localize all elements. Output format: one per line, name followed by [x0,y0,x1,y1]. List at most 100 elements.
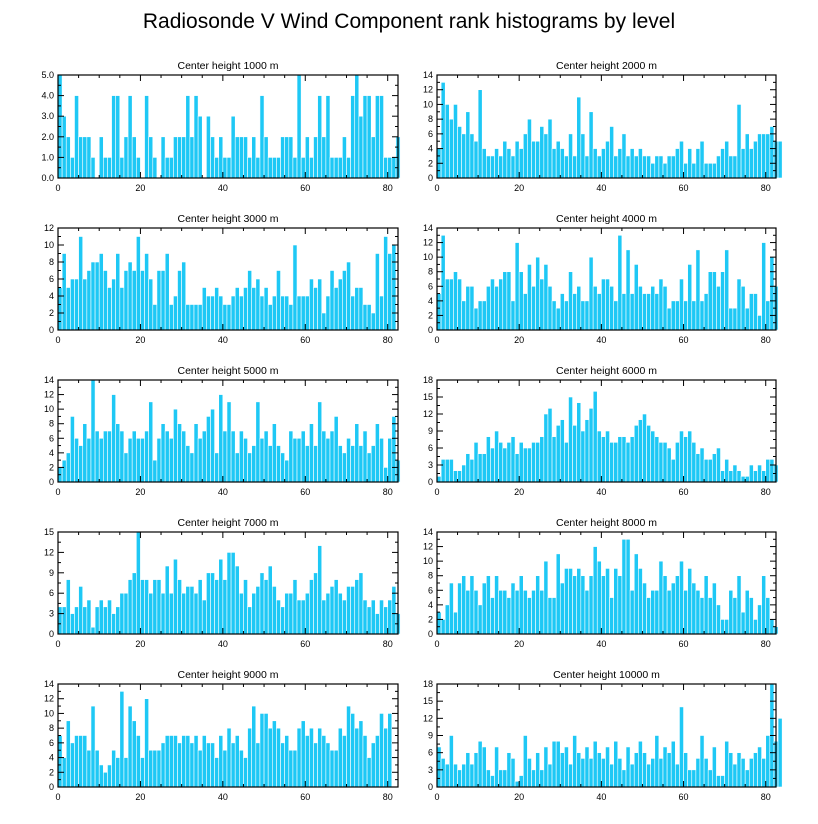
bar [473,589,479,635]
bar [181,592,187,635]
bar [490,278,495,331]
bar [375,253,380,331]
bar [457,278,462,331]
bar [687,430,693,483]
bar [317,401,323,483]
bar [494,285,499,331]
panel-title: Center height 9000 m [178,669,279,681]
bar [317,545,323,635]
bar [744,589,750,635]
bar [707,769,713,788]
bar [502,140,508,179]
bar [354,74,360,179]
bar [131,136,137,179]
bar [716,155,721,179]
bar [728,752,734,788]
bar [617,758,623,788]
bar [440,459,446,483]
x-tick-label: 80 [383,183,393,193]
panel-7: Center height 7000 m 0 3 6 9 12 15 0 20 40 60 80 [44,517,401,649]
bar [362,430,368,483]
bar [383,467,388,483]
bar [547,408,553,483]
y-tick-label: 2 [49,308,54,318]
bar [342,599,347,635]
y-tick-label: 0 [428,629,433,639]
bar [564,746,569,788]
bar [547,285,553,331]
bar [436,611,442,635]
bar [555,740,561,788]
bar [247,606,252,635]
bar [94,606,100,635]
bar [490,597,495,635]
bar [375,95,380,179]
bar [559,419,565,483]
bar [629,148,635,179]
bar [736,470,742,483]
bar [90,379,96,483]
bar [506,442,512,483]
bar [94,749,100,788]
bar [453,611,458,635]
bar [70,742,75,788]
bar [222,430,228,483]
bar [736,575,742,635]
bar [440,619,446,635]
bar [679,560,684,635]
bar [621,769,627,788]
bar [304,592,310,635]
bar [613,300,619,331]
bar [564,155,569,179]
bar [633,155,639,179]
bar [621,436,627,483]
bar [498,589,504,635]
bar [765,300,771,331]
bar [449,735,454,788]
bar [535,140,541,179]
x-tick-label: 40 [596,639,606,649]
bar [572,293,578,331]
bar [699,735,705,788]
bar [555,553,561,635]
bar [189,586,195,635]
bar [633,425,639,483]
bar [716,285,721,331]
bar [732,464,738,483]
bar [164,430,170,483]
bar [572,735,578,788]
bar [531,140,536,179]
panel-title: Center height 5000 m [178,365,279,377]
bar [555,425,561,483]
bar [539,126,545,179]
x-tick-label: 60 [300,487,310,497]
y-tick-label: 15 [423,696,433,706]
bar [572,575,578,635]
x-tick-label: 80 [761,639,771,649]
bar [185,735,191,788]
bar [625,442,631,483]
bar [465,589,471,635]
bar [358,445,364,483]
bar [712,746,717,788]
y-tick-label: 6 [49,433,54,443]
bar [354,423,360,483]
y-tick-label: 12 [44,390,54,400]
bar [177,423,182,483]
bar [107,430,112,483]
bar [761,133,767,179]
bar [736,104,742,179]
bar [716,775,721,788]
bar [551,740,557,788]
bar [728,589,734,635]
bar [535,256,541,331]
bar [753,619,758,635]
bar [564,568,569,635]
bar [210,572,215,635]
bar [210,136,215,179]
bar [210,742,215,788]
bar [617,575,623,635]
bar [74,95,79,179]
bar [127,95,133,179]
bar [119,157,125,179]
